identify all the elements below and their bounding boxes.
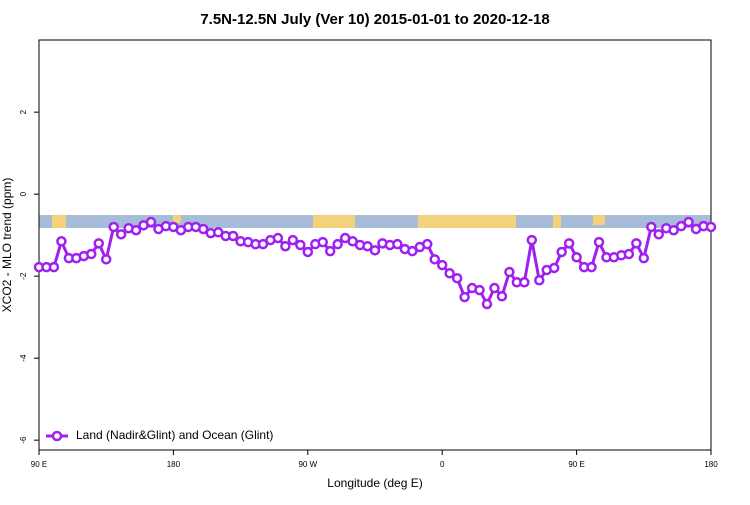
data-point	[130, 224, 142, 236]
data-point	[93, 238, 104, 249]
data-point	[145, 216, 157, 228]
data-point	[257, 238, 269, 250]
data-point	[48, 261, 60, 273]
y-tick-label: -2	[19, 272, 28, 280]
legend-marker	[51, 430, 63, 442]
data-point	[280, 240, 291, 252]
data-point	[534, 275, 545, 286]
data-point	[586, 261, 597, 273]
plot-frame	[38, 39, 712, 451]
data-point	[362, 240, 373, 252]
data-point	[646, 221, 657, 233]
data-line	[39, 220, 712, 308]
x-tick-label: 0	[440, 460, 445, 469]
data-point	[683, 216, 694, 228]
x-tick-label: 90 E	[568, 460, 584, 469]
data-point	[272, 232, 284, 244]
chart-title: 7.5N-12.5N July (Ver 10) 2015-01-01 to 2…	[200, 11, 549, 28]
data-point	[324, 245, 336, 257]
data-point	[623, 248, 635, 260]
data-point	[593, 236, 605, 248]
data-point	[653, 229, 664, 240]
x-axis-label: Longitude (deg E)	[327, 476, 422, 490]
data-point	[227, 230, 239, 242]
x-tick-label: 180	[704, 460, 718, 469]
data-point	[526, 234, 538, 246]
data-point	[392, 238, 403, 250]
data-point	[429, 254, 440, 265]
data-point	[571, 252, 582, 263]
data-point	[407, 245, 418, 257]
data-point	[302, 246, 314, 258]
data-point	[56, 236, 67, 247]
data-point	[86, 248, 97, 260]
data-point	[496, 291, 508, 302]
data-point	[474, 284, 485, 296]
data-point	[317, 236, 328, 248]
data-point	[332, 238, 343, 250]
y-tick-label: -4	[19, 354, 28, 362]
data-point	[631, 238, 642, 249]
x-tick-label: 90 E	[31, 460, 47, 469]
data-point	[287, 234, 299, 246]
data-point	[444, 268, 455, 279]
land-ocean-strip	[39, 215, 711, 228]
data-point	[519, 277, 530, 288]
data-point	[422, 238, 433, 250]
data-point	[369, 245, 381, 256]
y-tick-label: 2	[19, 109, 28, 114]
data-point	[459, 291, 470, 303]
x-tick-label: 90 W	[298, 460, 317, 469]
data-point	[451, 272, 463, 284]
x-tick-label: 180	[167, 460, 181, 469]
data-point	[295, 239, 306, 251]
data-point	[489, 282, 500, 294]
data-point	[100, 254, 112, 265]
data-point	[198, 223, 209, 235]
data-point	[436, 259, 448, 271]
data-point	[115, 229, 127, 240]
y-tick-label: -6	[19, 436, 28, 444]
data-point	[668, 224, 679, 236]
data-point	[563, 238, 575, 249]
data-point	[556, 246, 567, 258]
y-axis-label: XCO2 - MLO trend (ppm)	[0, 178, 14, 313]
data-point	[705, 221, 717, 233]
data-point	[638, 252, 650, 264]
data-point	[548, 262, 560, 274]
legend-label: Land (Nadir&Glint) and Ocean (Glint)	[76, 428, 273, 442]
y-tick-label: 0	[19, 191, 28, 196]
data-point	[481, 298, 493, 310]
data-point	[675, 220, 687, 232]
data-point	[504, 266, 515, 278]
data-point	[108, 221, 119, 233]
